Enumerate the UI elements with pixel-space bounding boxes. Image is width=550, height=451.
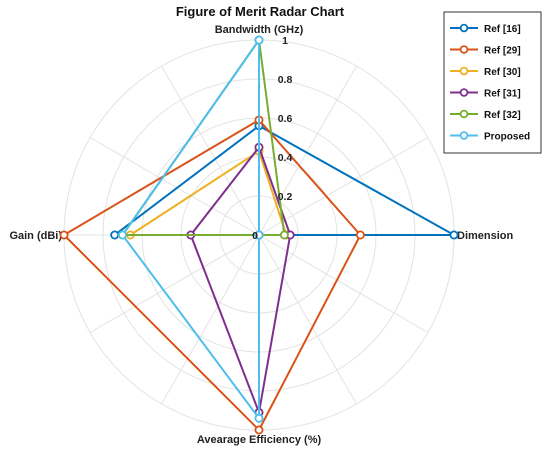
radial-tick-label: 0.8 (278, 74, 293, 86)
axis-label-dimension: Dimension (457, 230, 514, 242)
series-marker-5-1 (254, 230, 264, 240)
axis-label-gain: Gain (dBi) (9, 230, 62, 242)
grid-spoke (89, 234, 260, 333)
legend-label-0: Ref [16] (484, 24, 521, 35)
radial-tick-label: 0.4 (278, 152, 293, 164)
legend-label-5: Proposed (484, 132, 530, 143)
legend-label-1: Ref [29] (484, 46, 521, 57)
legend-marker-0 (459, 23, 469, 33)
series-marker-1-1 (355, 230, 365, 240)
legend-label-4: Ref [32] (484, 110, 521, 121)
series-marker-5-2 (254, 413, 264, 423)
grid-spoke (258, 137, 429, 236)
legend-box (443, 11, 542, 154)
series-marker-4-1 (279, 230, 289, 240)
legend-marker-2 (459, 66, 469, 76)
legend: Ref [16] Ref [29] Ref [30] Ref [31] Ref [32]… (443, 11, 542, 154)
legend-marker-4 (459, 109, 469, 119)
legend-label-3: Ref [31] (484, 89, 521, 100)
axis-label-bandwidth: Bandwidth (GHz) (215, 24, 304, 36)
grid-spoke (161, 234, 260, 405)
axis-labels: Bandwidth (GHz) Dimension Avearage Effic… (9, 24, 513, 446)
grid-spoke (161, 65, 260, 236)
legend-marker-1 (459, 45, 469, 54)
grid-spoke (89, 137, 260, 236)
grid-spoke (258, 234, 357, 405)
series-line-4 (121, 39, 286, 236)
radial-tick-label: 0 (252, 230, 258, 242)
chart-title: Figure of Merit Radar Chart (176, 4, 345, 19)
series-marker-1-3 (59, 230, 69, 240)
series-group (59, 35, 459, 435)
series-marker-1-2 (254, 425, 264, 435)
series-marker-5-3 (118, 230, 128, 240)
legend-marker-5 (459, 131, 469, 140)
grid-spoke (258, 234, 429, 333)
series-marker-0-1 (449, 230, 459, 240)
axis-label-efficiency: Avearage Efficiency (%) (197, 434, 322, 446)
legend-marker-3 (459, 88, 469, 97)
radial-tick-label: 0.2 (278, 191, 293, 203)
series-marker-0-3 (110, 230, 120, 240)
radial-tick-labels: 0 0.2 0.4 0.6 0.8 1 (252, 35, 292, 242)
radial-tick-label: 0.6 (278, 113, 293, 125)
series-marker-5-0 (254, 35, 264, 45)
grid-spoke (258, 65, 357, 236)
legend-label-2: Ref [30] (484, 67, 521, 78)
radial-tick-label: 1 (282, 35, 288, 47)
